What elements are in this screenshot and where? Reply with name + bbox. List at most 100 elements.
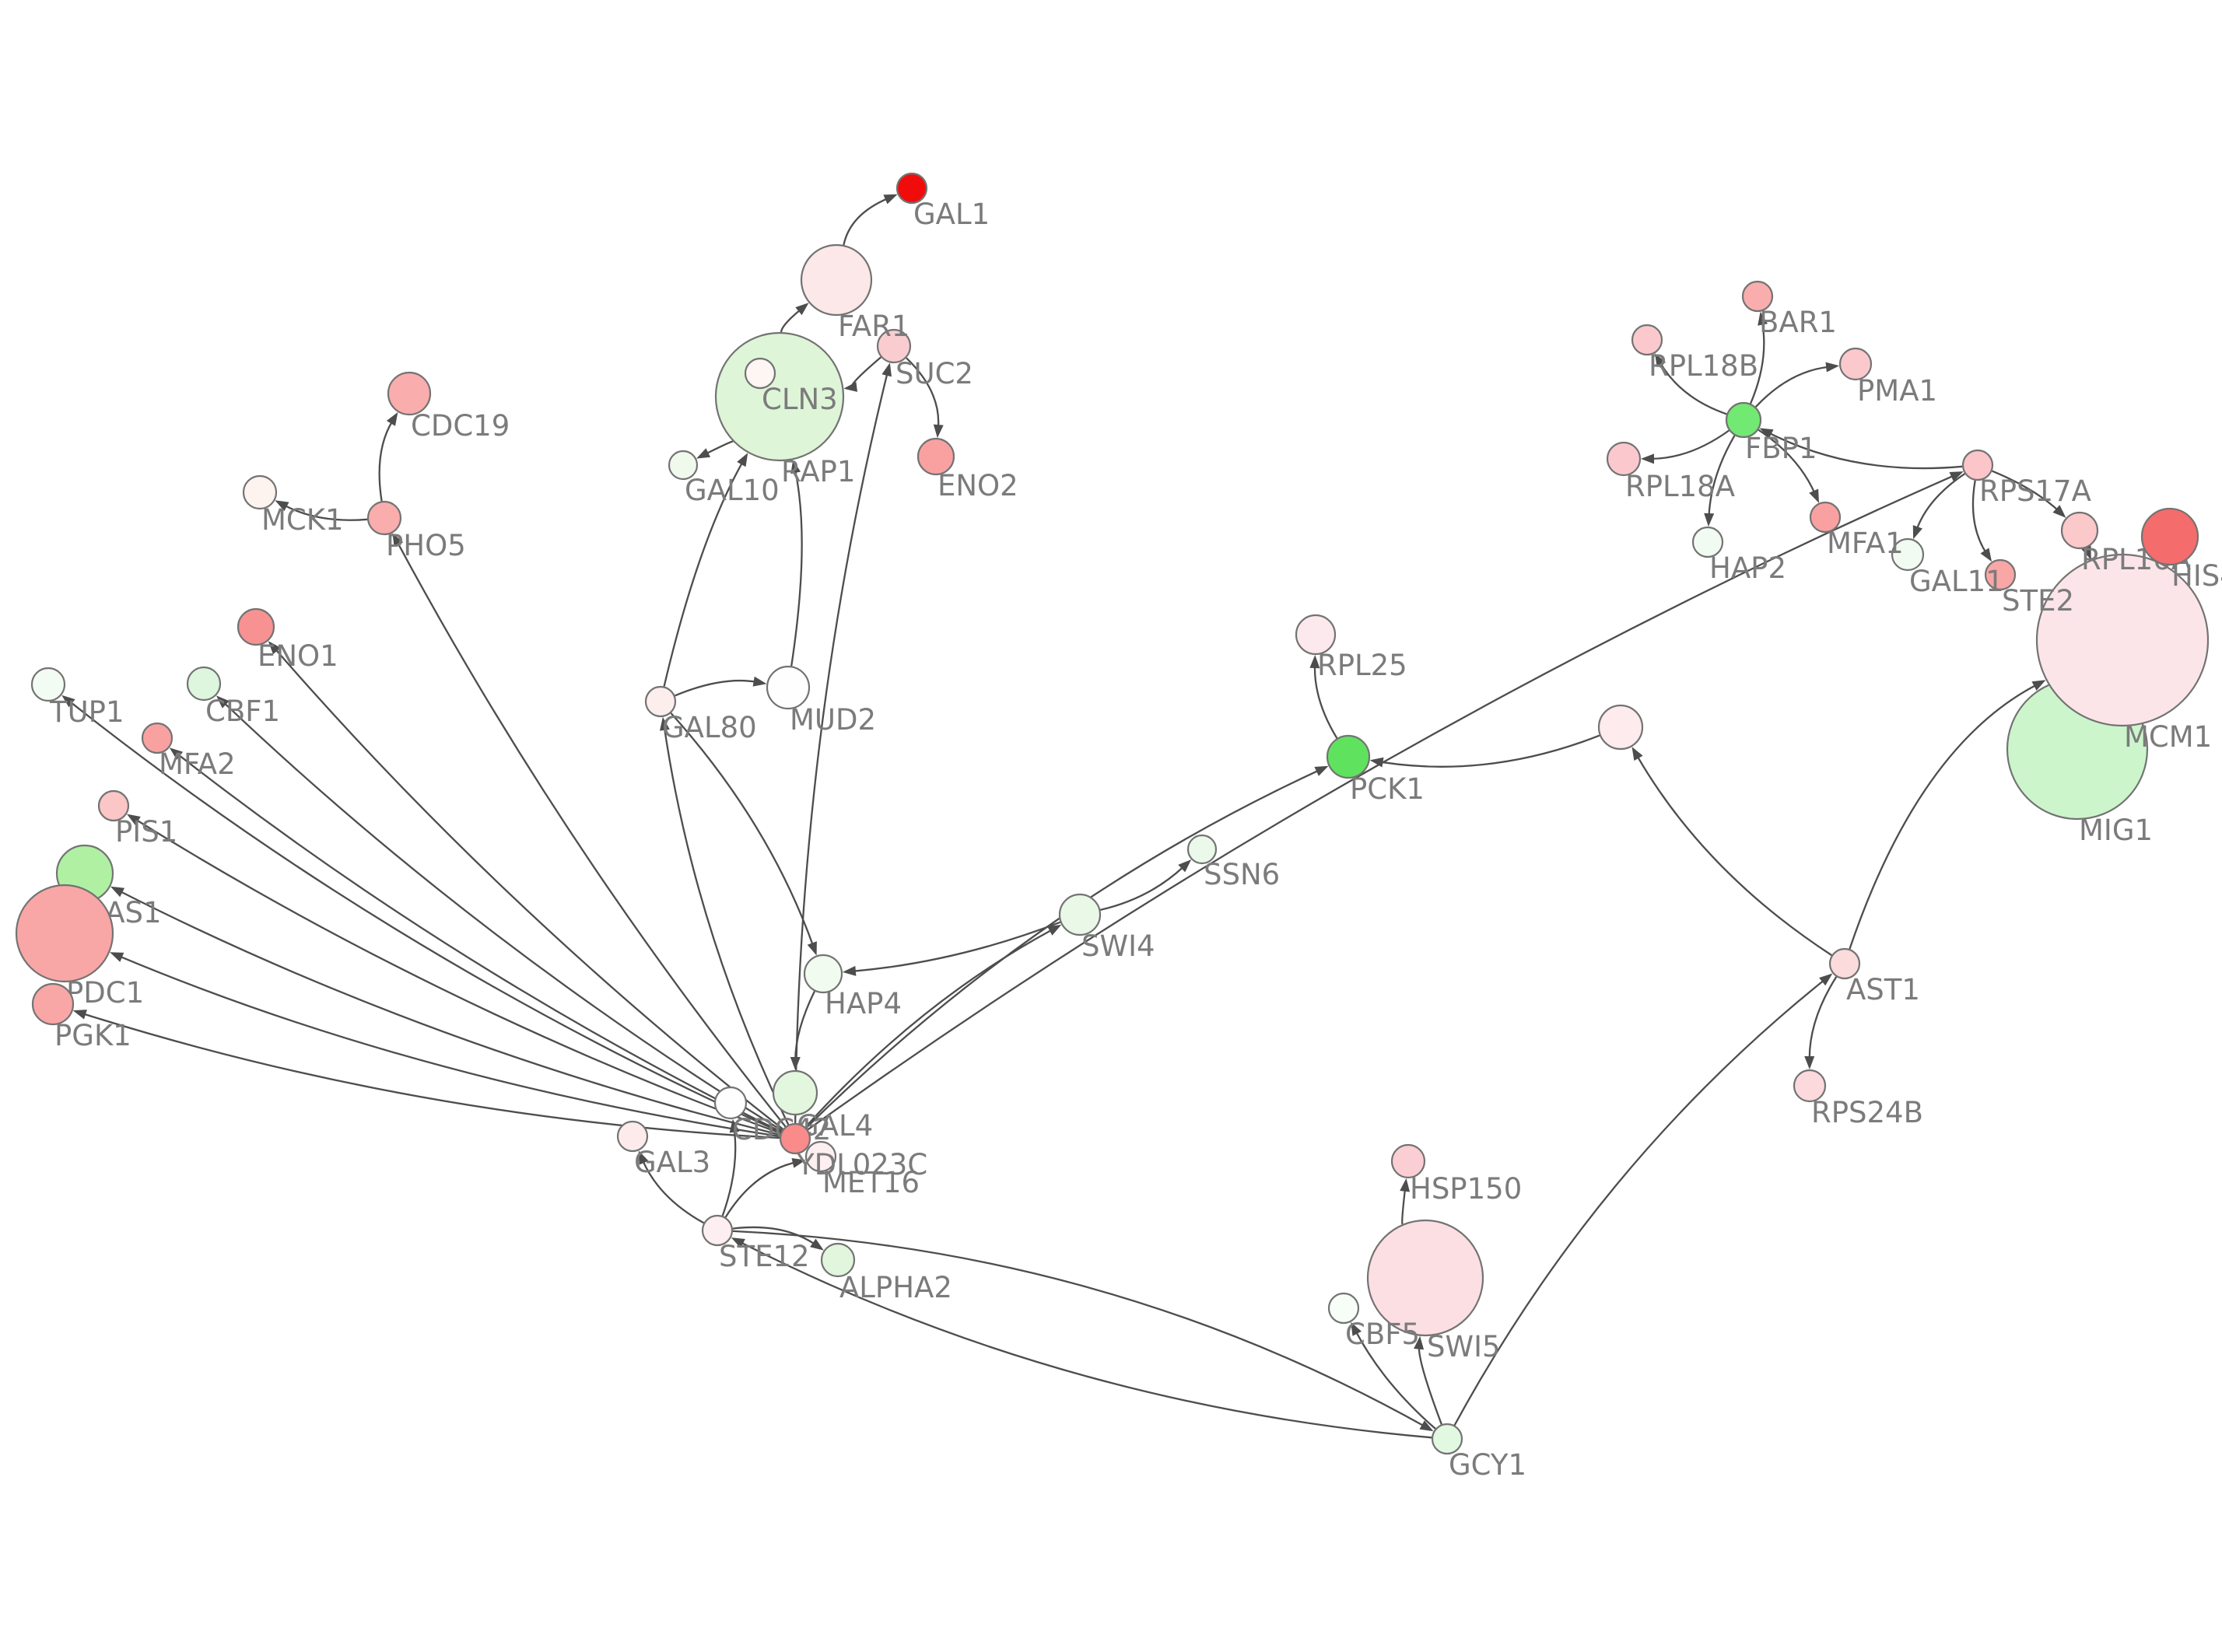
node-YDL023C[interactable] (779, 1122, 811, 1155)
edge-line[interactable] (1636, 754, 1832, 957)
edge-RPS17A-GAL11[interactable] (1912, 473, 1966, 540)
node-MUD2[interactable] (766, 665, 811, 710)
node-PIS1[interactable] (97, 789, 130, 822)
edge-RAP1-GAL10[interactable] (696, 440, 735, 459)
edge-SWI4-SSN6[interactable] (1100, 859, 1192, 912)
node-MCM1[interactable] (2035, 553, 2210, 727)
edge-YDL023C-RPS17A[interactable] (807, 471, 1964, 1131)
node-FAR1[interactable] (800, 243, 873, 317)
node-FBP1[interactable] (1725, 401, 1762, 439)
edge-line[interactable] (805, 769, 1320, 1129)
edge-SUC2-ENO2[interactable] (906, 357, 944, 439)
node-CDC19[interactable] (387, 371, 432, 416)
edge-YDL023C-PIS1[interactable] (127, 814, 781, 1135)
edge-SWI4-HAP4[interactable] (842, 921, 1061, 976)
node-RPL25[interactable] (1295, 614, 1337, 656)
edge-FBP1-HAP2[interactable] (1704, 435, 1736, 527)
node-RPL16A[interactable] (2060, 511, 2099, 550)
edge-PHO5-MCK1[interactable] (275, 500, 368, 521)
edge-SWI5-HSP150[interactable] (1400, 1178, 1411, 1225)
edge-YDL023C-SWI4[interactable] (804, 924, 1062, 1128)
edge-line[interactable] (790, 469, 803, 667)
edge-line[interactable] (663, 726, 790, 1125)
edge-FAR1-GAL1[interactable] (843, 194, 898, 246)
edge-line[interactable] (1313, 664, 1338, 739)
edge-RPS17A-RPL16A[interactable] (1992, 470, 2066, 518)
edge-line[interactable] (794, 372, 888, 1124)
edge-YDL023C-PDC1[interactable] (110, 952, 780, 1138)
node-MET16[interactable] (804, 1140, 837, 1173)
edge-line[interactable] (1915, 473, 1966, 530)
node-MFA2[interactable] (141, 722, 173, 754)
node-GAL1[interactable] (895, 172, 928, 205)
edge-GCY1-AST1[interactable] (1453, 973, 1833, 1426)
edge-line[interactable] (732, 1230, 1425, 1427)
edge-line[interactable] (1401, 1188, 1407, 1225)
edge-line[interactable] (1754, 366, 1830, 408)
edge-line[interactable] (396, 541, 787, 1128)
edge-line[interactable] (119, 890, 780, 1136)
edge-YDL023C-ENO1[interactable] (268, 641, 783, 1130)
edge-line[interactable] (670, 712, 815, 947)
edge-line[interactable] (807, 474, 1955, 1131)
node-MCK1[interactable] (242, 474, 278, 510)
edge-line[interactable] (1749, 321, 1765, 404)
edge-GCY1-SWI5[interactable] (1414, 1335, 1442, 1425)
edge-line[interactable] (1971, 480, 1988, 554)
node-GAL11[interactable] (1891, 537, 1925, 572)
edge-line[interactable] (223, 702, 783, 1132)
edge-line[interactable] (852, 921, 1061, 972)
edge-RAP1-FAR1[interactable] (780, 303, 809, 333)
edge-line[interactable] (1849, 684, 2038, 950)
node-HSP150[interactable] (1390, 1143, 1426, 1179)
node-GAL4[interactable] (772, 1069, 818, 1116)
node-PDC1[interactable] (15, 884, 114, 983)
node-PGK1[interactable] (31, 982, 75, 1026)
node-RPL18B[interactable] (1631, 324, 1663, 356)
edge-YDL023C-TUP1[interactable] (61, 695, 782, 1133)
edge-STE12-MET16[interactable] (724, 1158, 806, 1218)
edge-YDL023C-PCK1[interactable] (805, 765, 1329, 1129)
edge-HAP4-GAL4[interactable] (790, 990, 816, 1070)
edge-line[interactable] (1659, 362, 1727, 415)
edge-UNL-PCK1[interactable] (1369, 734, 1600, 768)
node-ENO2[interactable] (916, 437, 955, 476)
edge-line[interactable] (732, 1226, 816, 1246)
node-MFA1[interactable] (1809, 501, 1842, 534)
edge-line[interactable] (283, 504, 368, 521)
edge-MUD2-RAP1[interactable] (790, 460, 803, 667)
node-CLN3[interactable] (744, 357, 776, 390)
edge-line[interactable] (705, 440, 735, 455)
edge-YDL023C-PHO5[interactable] (392, 533, 787, 1128)
node-HIS4[interactable] (2140, 507, 2199, 566)
edge-line[interactable] (1379, 734, 1600, 768)
edge-GCY1-CBF5[interactable] (1351, 1321, 1436, 1430)
edge-YDL023C-PGK1[interactable] (72, 1010, 780, 1139)
node-PCK1[interactable] (1326, 734, 1371, 779)
node-STE12[interactable] (701, 1214, 734, 1247)
edge-line[interactable] (82, 1013, 780, 1139)
edge-line[interactable] (1992, 470, 2059, 512)
edge-line[interactable] (1650, 429, 1730, 460)
node-PMA1[interactable] (1838, 347, 1873, 381)
node-unlabeled[interactable] (1597, 704, 1644, 751)
edge-AST1-RPS24B[interactable] (1804, 976, 1838, 1069)
node-TUP1[interactable] (30, 667, 66, 702)
edge-line[interactable] (641, 1159, 705, 1224)
edge-PCK1-RPL25[interactable] (1309, 655, 1338, 739)
edge-line[interactable] (794, 990, 816, 1061)
edge-STE12-CDC42[interactable] (721, 1118, 740, 1216)
edge-line[interactable] (843, 197, 889, 246)
node-PHO5[interactable] (366, 500, 402, 536)
edge-line[interactable] (1768, 432, 1963, 470)
edge-SUC2-RAP1[interactable] (843, 356, 882, 392)
edge-line[interactable] (118, 955, 780, 1138)
node-GAL3[interactable] (616, 1120, 649, 1153)
node-HAP4[interactable] (803, 954, 843, 994)
edge-STE12-GCY1[interactable] (732, 1230, 1434, 1432)
edge-line[interactable] (1418, 1346, 1442, 1425)
edge-GAL80-RAP1[interactable] (663, 453, 748, 687)
edge-FBP1-RPL18B[interactable] (1655, 353, 1727, 415)
edge-GCY1-STE12[interactable] (731, 1237, 1432, 1439)
